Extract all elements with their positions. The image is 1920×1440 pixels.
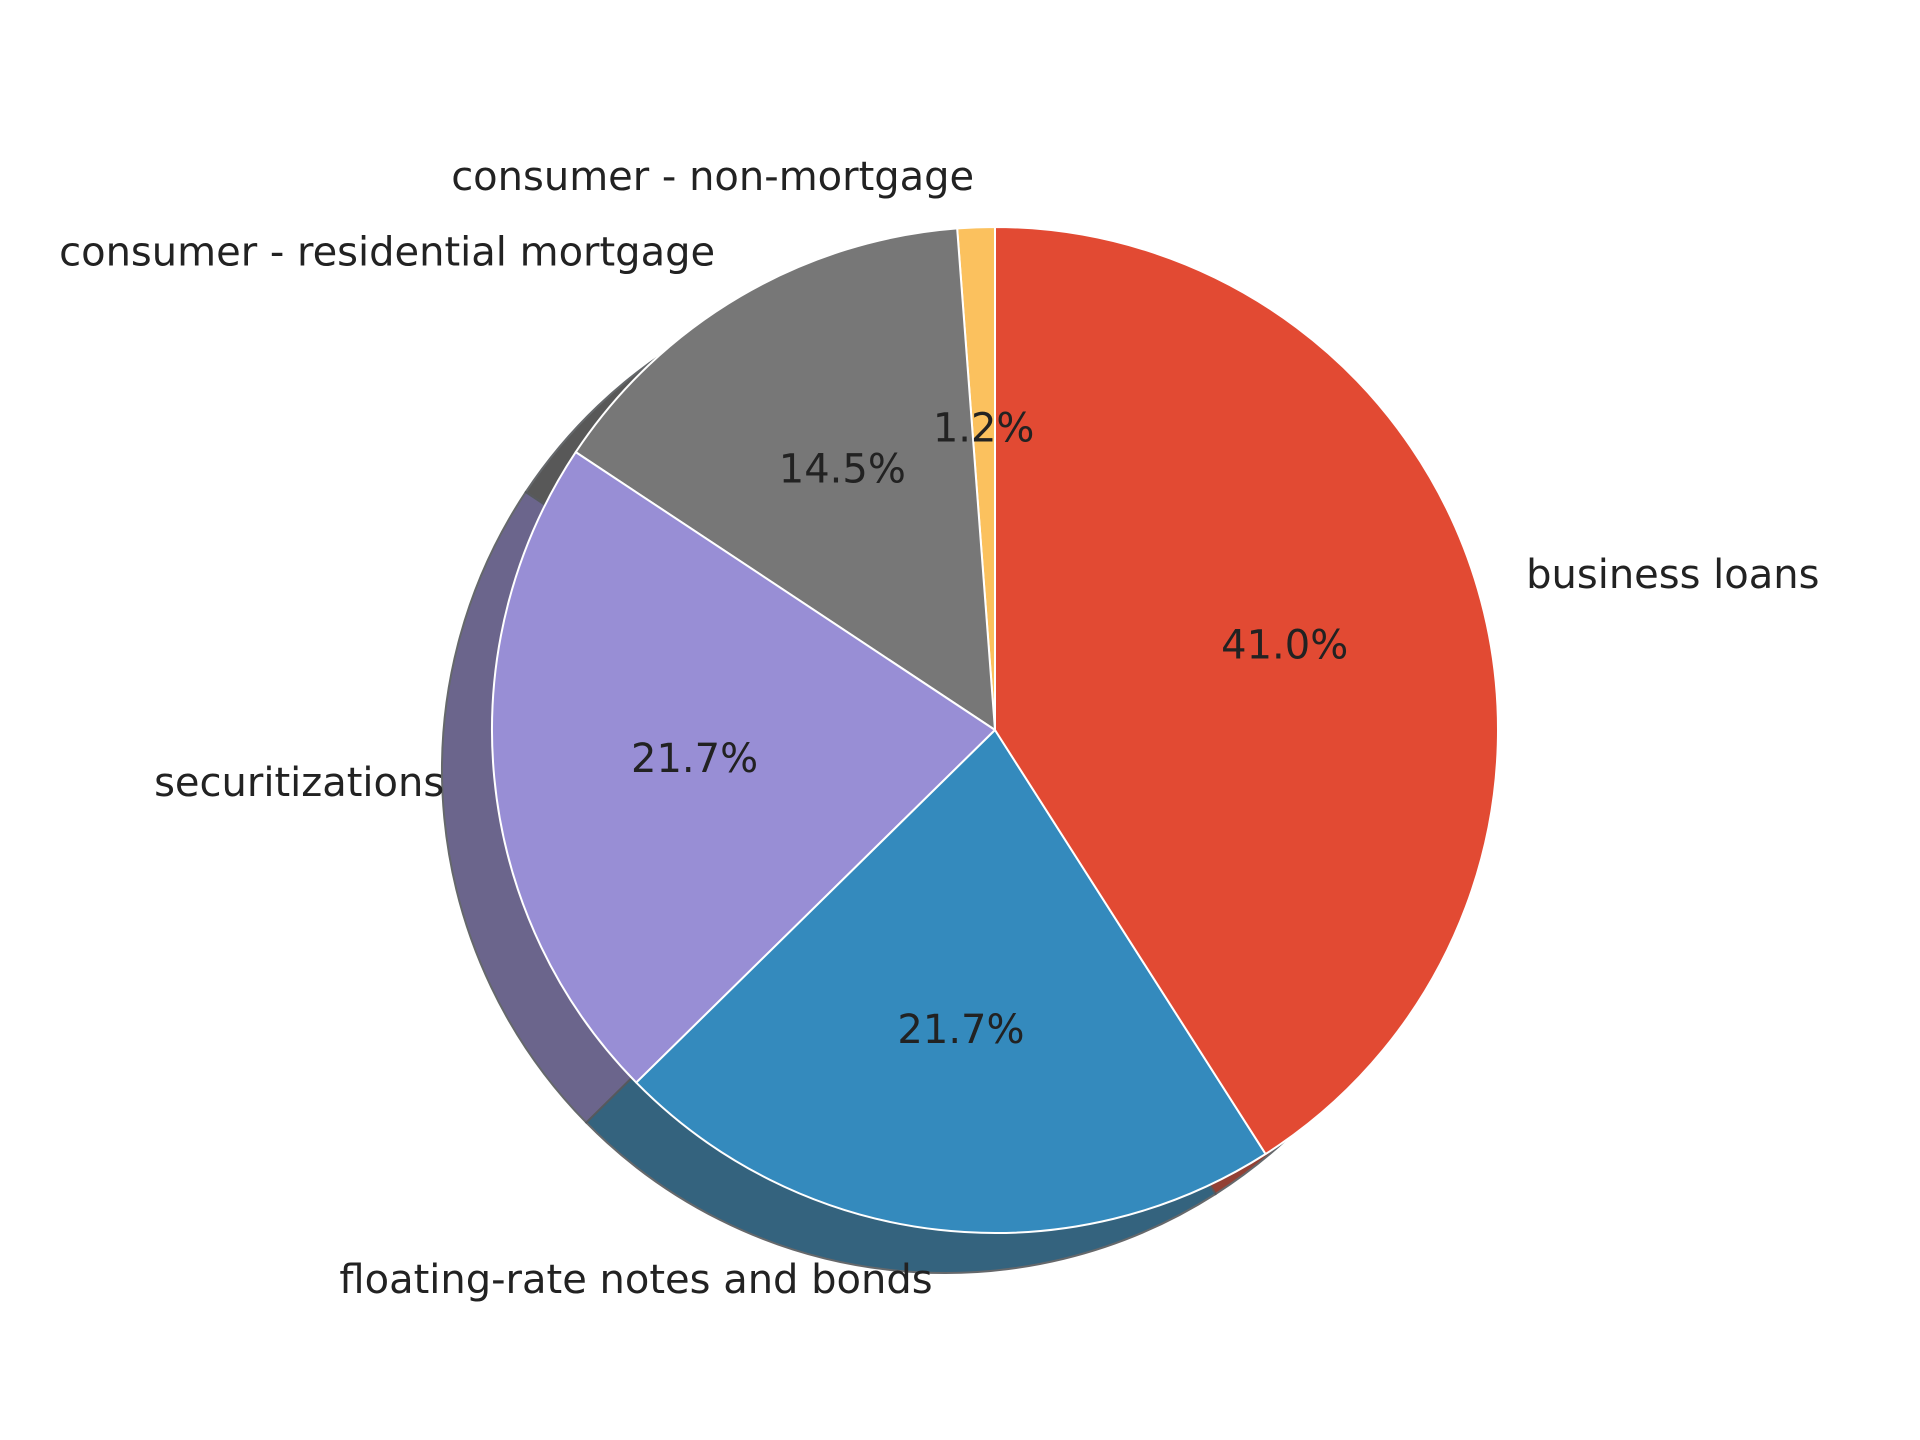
percent-label-consumer-residential-mortgage: 14.5% [779,447,906,493]
slice-securitizations [491,451,996,1084]
percent-labels: 1.2% 14.5% 21.7% 21.7% 41.0% [631,405,1348,1052]
category-label-floating-rate-notes-and-bonds: floating-rate notes and bonds [339,1257,932,1303]
slice-consumer-residential-mortgage [574,227,996,731]
percent-label-floating-rate-notes-and-bonds: 21.7% [897,1007,1024,1053]
category-label-consumer-non-mortgage: consumer - non-mortgage [451,154,974,200]
category-label-securitizations: securitizations [154,760,444,806]
category-label-business-loans: business loans [1526,552,1819,598]
slice-business-loans [994,226,1499,1155]
slice-floating-rate-notes-and-bonds [635,729,1267,1234]
percent-label-business-loans: 41.0% [1221,622,1348,668]
percent-label-consumer-non-mortgage: 1.2% [933,405,1035,451]
percent-label-securitizations: 21.7% [631,736,758,782]
category-label-consumer-residential-mortgage: consumer - residential mortgage [59,230,715,276]
pie-slices [491,226,1499,1234]
category-labels: consumer - non-mortgage consumer - reside… [59,154,1819,1303]
